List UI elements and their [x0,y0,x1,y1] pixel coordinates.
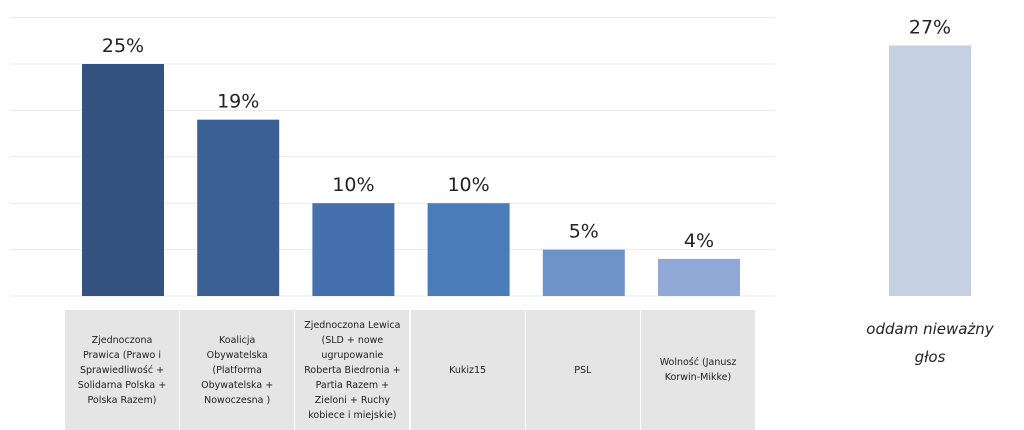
category-label: oddam nieważny głos [866,320,994,366]
bar [82,64,164,296]
value-label: 4% [684,230,714,252]
bar [197,119,280,297]
category-label: Zjednoczona Lewica (SLD + nowe ugrupowan… [295,310,411,430]
bar [889,45,971,296]
value-label: 25% [102,35,144,57]
category-label: Koalicja Obywatelska (Platforma Obywatel… [180,310,296,430]
value-label: 19% [217,91,259,113]
category-label: Wolność (Janusz Korwin-Mikke) [641,310,756,430]
value-label: 10% [447,174,489,196]
value-label: 5% [569,221,599,243]
category-label: Kukiz15 [410,310,526,430]
bar [542,249,625,296]
bar [658,258,740,296]
category-label: Zjednoczona Prawica (Prawo i Sprawiedliw… [65,310,180,430]
bar [427,203,510,296]
value-label: 10% [332,174,374,196]
bar [312,203,395,296]
value-label: 27% [909,16,951,38]
category-label: PSL [525,310,641,430]
